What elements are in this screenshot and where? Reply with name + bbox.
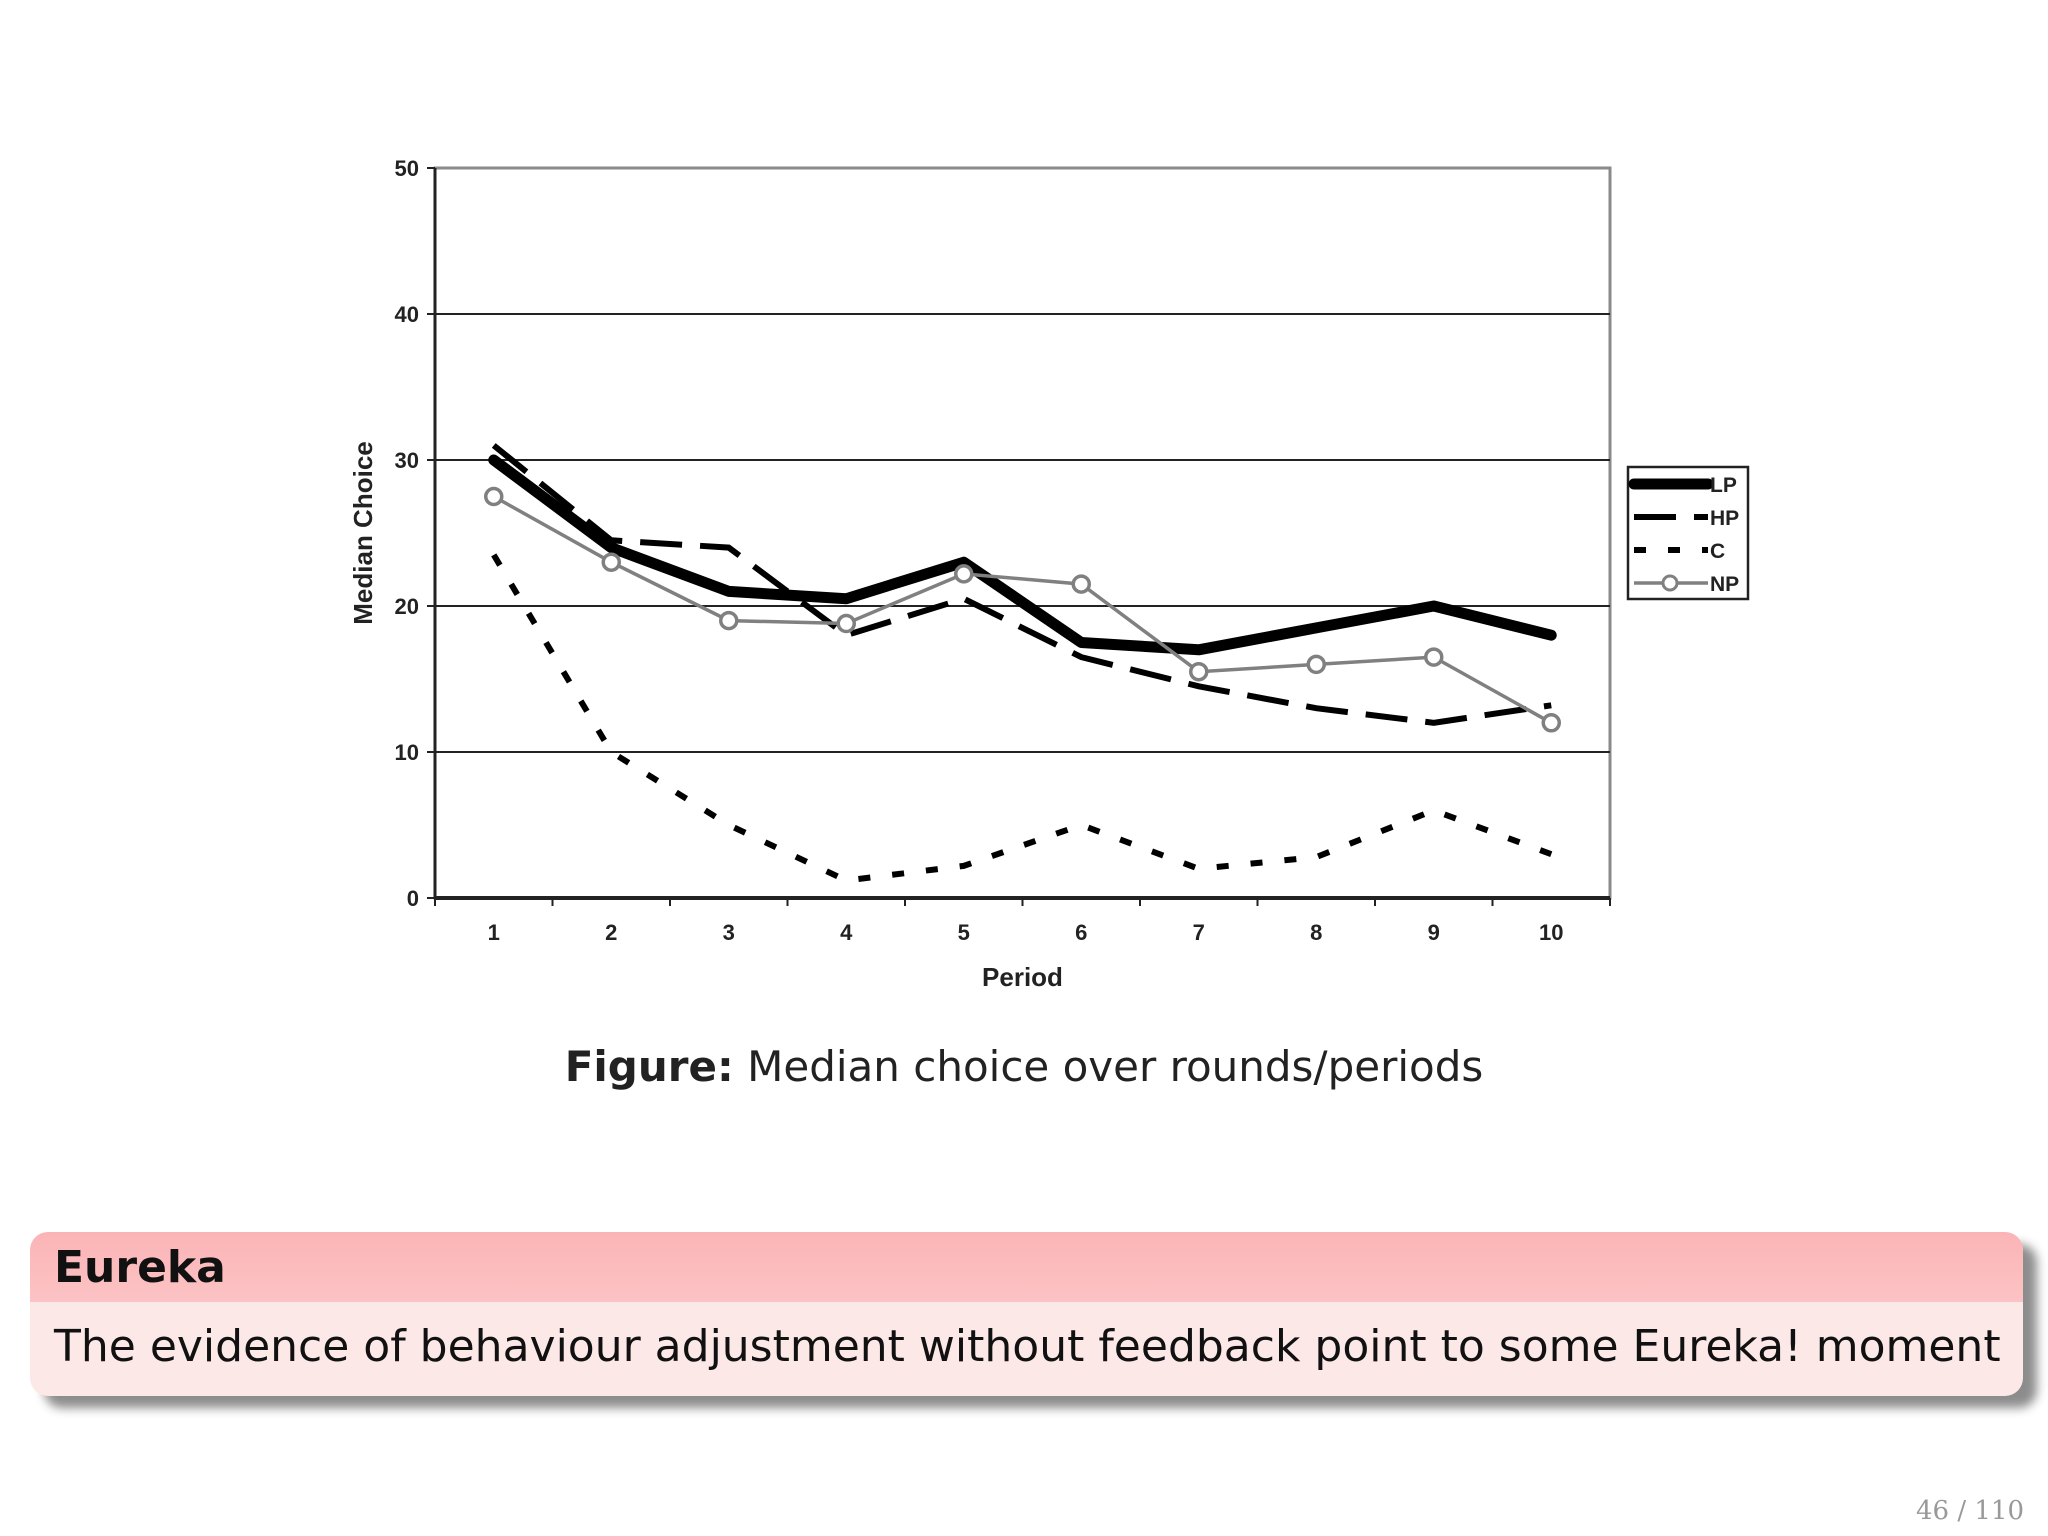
series-point-np bbox=[954, 564, 974, 584]
series-point-np bbox=[719, 610, 739, 631]
series-point-np bbox=[484, 486, 504, 507]
plot-frame bbox=[433, 166, 1612, 900]
x-tick-label: 7 bbox=[1193, 920, 1205, 945]
legend-label-np: NP bbox=[1710, 573, 1739, 596]
y-tick-label: 50 bbox=[395, 156, 419, 181]
series-point-np bbox=[1306, 654, 1326, 675]
x-tick-label: 3 bbox=[723, 920, 735, 945]
series-line-np bbox=[492, 494, 1553, 725]
x-tick-label: 10 bbox=[1539, 920, 1563, 945]
x-tick-label: 2 bbox=[605, 920, 617, 945]
x-tick-label: 6 bbox=[1075, 920, 1087, 945]
y-tick-label: 20 bbox=[395, 594, 419, 619]
y-tick-label: 40 bbox=[395, 302, 419, 327]
x-tick-label: 8 bbox=[1310, 920, 1322, 945]
x-tick-label: 9 bbox=[1428, 920, 1440, 945]
x-tick-label: 5 bbox=[958, 920, 970, 945]
caption-lead: Figure: bbox=[564, 1042, 734, 1091]
series-line-hp bbox=[491, 443, 1552, 726]
x-tick-label: 4 bbox=[840, 920, 853, 945]
series-point-np bbox=[836, 613, 856, 634]
median-choice-line-chart: 0 10 20 30 40 50 1 2 3 4 5 6 7 8 9 10 Period Median Choic… bbox=[348, 156, 1750, 992]
y-tick-label: 0 bbox=[407, 886, 419, 911]
page-number: 46 / 110 bbox=[1916, 1496, 2024, 1526]
series-point-np bbox=[1189, 661, 1209, 682]
x-tick-label: 1 bbox=[488, 920, 500, 945]
legend-label-lp: LP bbox=[1710, 474, 1737, 497]
x-axis-title: Period bbox=[982, 962, 1063, 992]
series-point-np bbox=[601, 552, 621, 572]
block-body: The evidence of behaviour adjustment wit… bbox=[54, 1321, 2001, 1372]
legend-marker-np bbox=[1661, 574, 1679, 592]
series-point-np bbox=[1071, 574, 1091, 594]
y-tick-label: 10 bbox=[395, 740, 419, 765]
figure-caption: Figure: Median choice over rounds/period… bbox=[0, 1042, 2048, 1091]
legend-label-c: C bbox=[1710, 540, 1725, 563]
y-axis-title: Median Choice bbox=[348, 441, 378, 624]
series-point-np bbox=[1541, 713, 1561, 733]
y-tick-label: 30 bbox=[395, 448, 419, 473]
block-title: Eureka bbox=[30, 1232, 2023, 1302]
caption-text: Median choice over rounds/periods bbox=[747, 1042, 1484, 1091]
series-line-lp bbox=[488, 454, 1557, 656]
series-point-np bbox=[1424, 647, 1444, 667]
legend-label-hp: HP bbox=[1710, 507, 1739, 530]
eureka-block: Eureka The evidence of behaviour adjustm… bbox=[30, 1232, 2023, 1396]
